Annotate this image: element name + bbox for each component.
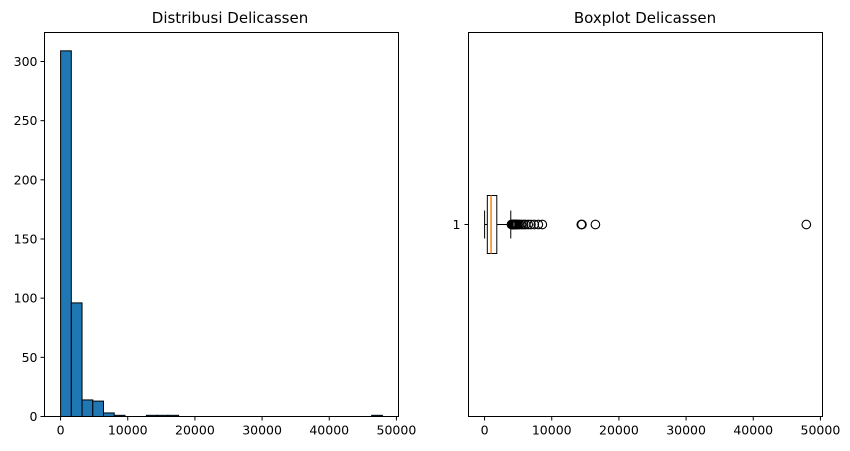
x-tick-label: 40000	[733, 423, 773, 438]
x-tick-label: 50000	[377, 423, 417, 438]
x-tick-label: 50000	[801, 423, 841, 438]
x-tick-label: 30000	[666, 423, 706, 438]
y-tick-label: 250	[14, 113, 38, 128]
outlier-point	[537, 219, 548, 230]
histogram-bar	[60, 50, 72, 417]
x-tick-label: 0	[57, 423, 65, 438]
histogram-x-axis: 0 10000 20000 30000 40000 50000	[57, 416, 417, 438]
y-tick-label: 50	[22, 350, 38, 365]
histogram-panel: Distribusi Delicassen 0 10000 20000 30000 40…	[14, 9, 417, 438]
outlier-point	[533, 219, 544, 230]
y-tick-label: 200	[14, 172, 38, 187]
y-tick-label: 150	[14, 231, 38, 246]
iqr-box	[486, 195, 498, 254]
x-tick-label: 10000	[532, 423, 572, 438]
histogram-bar	[81, 399, 94, 418]
histogram-title: Distribusi Delicassen	[152, 9, 308, 27]
x-tick-label: 20000	[599, 423, 639, 438]
boxplot-panel: Boxplot Delicassen 0 10000 20000 30000 40000…	[453, 9, 841, 438]
histogram-frame	[44, 32, 399, 417]
x-tick-label: 20000	[175, 423, 215, 438]
histogram-bars	[60, 50, 383, 418]
outlier-point	[523, 219, 534, 230]
x-tick-label: 40000	[309, 423, 349, 438]
outlier-point	[577, 219, 587, 230]
x-tick-label: 10000	[108, 423, 148, 438]
outlier-point	[590, 219, 601, 230]
histogram-bar	[70, 302, 83, 417]
boxplot-frame	[468, 32, 823, 417]
x-tick-label: 0	[481, 423, 489, 438]
outlier-point	[801, 219, 812, 230]
y-tick-label: 100	[14, 291, 38, 306]
y-tick-label: 0	[30, 409, 38, 424]
y-tick-label: 300	[14, 54, 38, 69]
boxplot-title: Boxplot Delicassen	[574, 9, 716, 27]
histogram-bar	[103, 412, 115, 417]
x-tick-label: 30000	[242, 423, 282, 438]
histogram-y-axis: 0 50 100 150 200 250 300	[14, 54, 45, 424]
boxplot-elements	[484, 195, 812, 254]
histogram-bar	[92, 400, 105, 417]
boxplot-x-axis: 0 10000 20000 30000 40000 50000	[481, 416, 841, 438]
boxplot-y-axis: 1	[453, 217, 469, 232]
y-tick-label: 1	[453, 217, 461, 232]
outlier-point	[526, 219, 536, 230]
